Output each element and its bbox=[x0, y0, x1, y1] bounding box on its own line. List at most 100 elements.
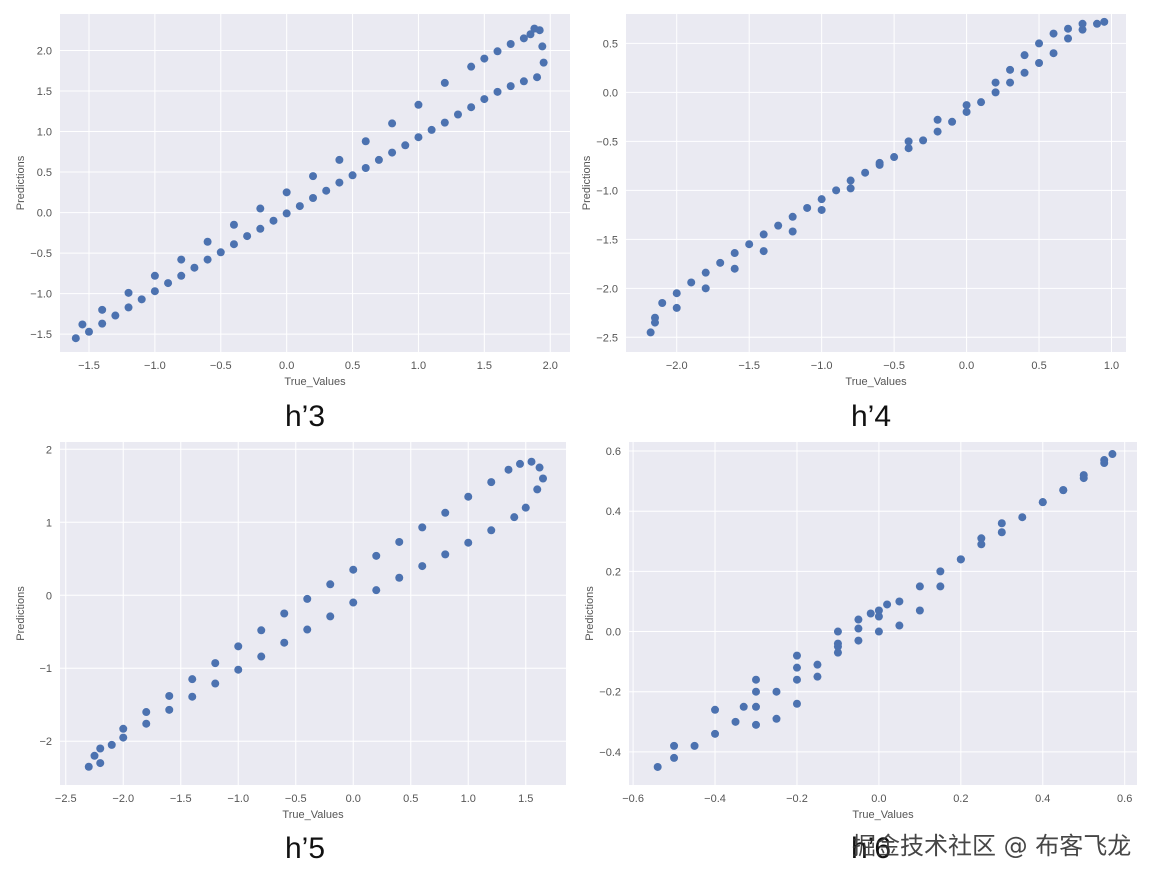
y-tick-label-h5: −2 bbox=[39, 736, 52, 748]
x-axis-label-h4: True_Values bbox=[845, 376, 907, 388]
y-tick-label-h3: 0.0 bbox=[37, 208, 52, 220]
y-tick-label-h5: 2 bbox=[46, 444, 52, 456]
data-point-h3 bbox=[164, 279, 173, 288]
data-point-h6 bbox=[854, 624, 863, 633]
x-tick-label-h4: −1.0 bbox=[811, 360, 833, 372]
data-point-h3 bbox=[388, 119, 397, 128]
data-point-h3 bbox=[467, 103, 476, 112]
data-point-h4 bbox=[1049, 49, 1058, 58]
data-point-h3 bbox=[282, 188, 291, 197]
data-point-h5 bbox=[395, 537, 404, 546]
data-point-h6 bbox=[792, 663, 801, 672]
data-point-h5 bbox=[257, 626, 266, 635]
data-point-h6 bbox=[874, 627, 883, 636]
data-point-h3 bbox=[414, 100, 423, 109]
data-point-h4 bbox=[948, 117, 957, 126]
data-point-h3 bbox=[256, 204, 265, 213]
data-point-h3 bbox=[309, 172, 318, 181]
data-point-h4 bbox=[861, 168, 870, 177]
data-point-h6 bbox=[1108, 450, 1117, 459]
data-point-h3 bbox=[526, 30, 535, 39]
data-point-h6 bbox=[813, 660, 822, 669]
data-point-h5 bbox=[119, 733, 128, 742]
data-point-h6 bbox=[977, 534, 986, 543]
data-point-h3 bbox=[388, 148, 397, 157]
data-point-h3 bbox=[480, 95, 489, 104]
data-point-h5 bbox=[349, 598, 358, 607]
data-point-h5 bbox=[257, 652, 266, 661]
data-point-h5 bbox=[211, 659, 220, 668]
x-tick-label-h5: −2.0 bbox=[112, 793, 134, 805]
data-point-h5 bbox=[504, 465, 513, 474]
data-point-h4 bbox=[687, 278, 696, 287]
data-point-h3 bbox=[309, 193, 318, 202]
x-tick-label-h6: −0.2 bbox=[786, 793, 808, 805]
data-point-h3 bbox=[124, 303, 133, 312]
x-tick-label-h3: −1.5 bbox=[78, 360, 100, 372]
data-point-h4 bbox=[1078, 19, 1087, 28]
data-point-h6 bbox=[977, 540, 986, 549]
data-point-h5 bbox=[90, 751, 99, 760]
x-tick-label-h3: −0.5 bbox=[210, 360, 232, 372]
y-tick-label-h5: 0 bbox=[46, 590, 52, 602]
data-point-h6 bbox=[997, 519, 1006, 528]
data-point-h4 bbox=[1006, 78, 1015, 87]
plot-panel-h6 bbox=[629, 442, 1137, 785]
y-tick-label-h4: −0.5 bbox=[596, 136, 618, 148]
y-tick-label-h4: −1.5 bbox=[596, 234, 618, 246]
data-point-h4 bbox=[1020, 68, 1029, 77]
data-point-h4 bbox=[890, 153, 899, 162]
data-point-h6 bbox=[772, 687, 781, 696]
data-point-h3 bbox=[111, 311, 120, 320]
x-axis-label-h3: True_Values bbox=[284, 376, 346, 388]
data-point-h3 bbox=[414, 133, 423, 142]
x-tick-label-h4: −1.5 bbox=[738, 360, 760, 372]
data-point-h6 bbox=[895, 597, 904, 606]
x-tick-label-h6: 0.2 bbox=[953, 793, 968, 805]
data-point-h3 bbox=[361, 137, 370, 146]
data-point-h6 bbox=[936, 582, 945, 591]
x-tick-label-h5: 0.0 bbox=[346, 793, 361, 805]
data-point-h5 bbox=[165, 705, 174, 714]
data-point-h5 bbox=[326, 580, 335, 589]
y-tick-label-h5: 1 bbox=[46, 517, 52, 529]
data-point-h4 bbox=[817, 195, 826, 204]
x-tick-label-h5: −1.5 bbox=[170, 793, 192, 805]
data-point-h5 bbox=[165, 691, 174, 700]
data-point-h4 bbox=[701, 268, 710, 277]
data-point-h4 bbox=[919, 136, 928, 145]
data-point-h5 bbox=[539, 474, 547, 483]
y-tick-label-h4: −2.0 bbox=[596, 283, 618, 295]
data-point-h6 bbox=[1100, 459, 1109, 468]
data-point-h3 bbox=[538, 42, 547, 51]
data-point-h5 bbox=[280, 609, 289, 618]
data-point-h3 bbox=[335, 178, 344, 187]
data-point-h5 bbox=[418, 523, 427, 532]
watermark-text: 掘金技术社区 @ 布客飞龙 bbox=[852, 832, 1132, 860]
data-point-h3 bbox=[322, 186, 331, 195]
data-point-h3 bbox=[335, 155, 344, 164]
x-tick-label-h4: 0.5 bbox=[1031, 360, 1046, 372]
y-tick-label-h3: 1.0 bbox=[37, 127, 52, 139]
x-tick-label-h6: 0.6 bbox=[1117, 793, 1132, 805]
y-tick-label-h3: 2.0 bbox=[37, 45, 52, 57]
data-point-h5 bbox=[303, 625, 312, 634]
data-point-h5 bbox=[535, 463, 544, 472]
x-tick-label-h3: 2.0 bbox=[543, 360, 558, 372]
x-tick-label-h6: 0.4 bbox=[1035, 793, 1050, 805]
data-point-h4 bbox=[962, 107, 971, 116]
data-point-h3 bbox=[150, 287, 159, 296]
data-point-h4 bbox=[745, 240, 754, 249]
data-point-h5 bbox=[96, 759, 105, 768]
x-tick-label-h4: 1.0 bbox=[1104, 360, 1119, 372]
x-axis-label-h5: True_Values bbox=[282, 809, 344, 821]
y-axis-label-h5: Predictions bbox=[15, 586, 27, 641]
x-tick-label-h3: 0.0 bbox=[279, 360, 294, 372]
data-point-h4 bbox=[962, 101, 971, 110]
data-point-h6 bbox=[792, 699, 801, 708]
caption-h4: h’4 bbox=[851, 400, 892, 433]
data-point-h4 bbox=[730, 249, 739, 258]
x-tick-label-h4: 0.0 bbox=[959, 360, 974, 372]
data-point-h6 bbox=[739, 702, 748, 711]
data-point-h6 bbox=[711, 729, 720, 738]
